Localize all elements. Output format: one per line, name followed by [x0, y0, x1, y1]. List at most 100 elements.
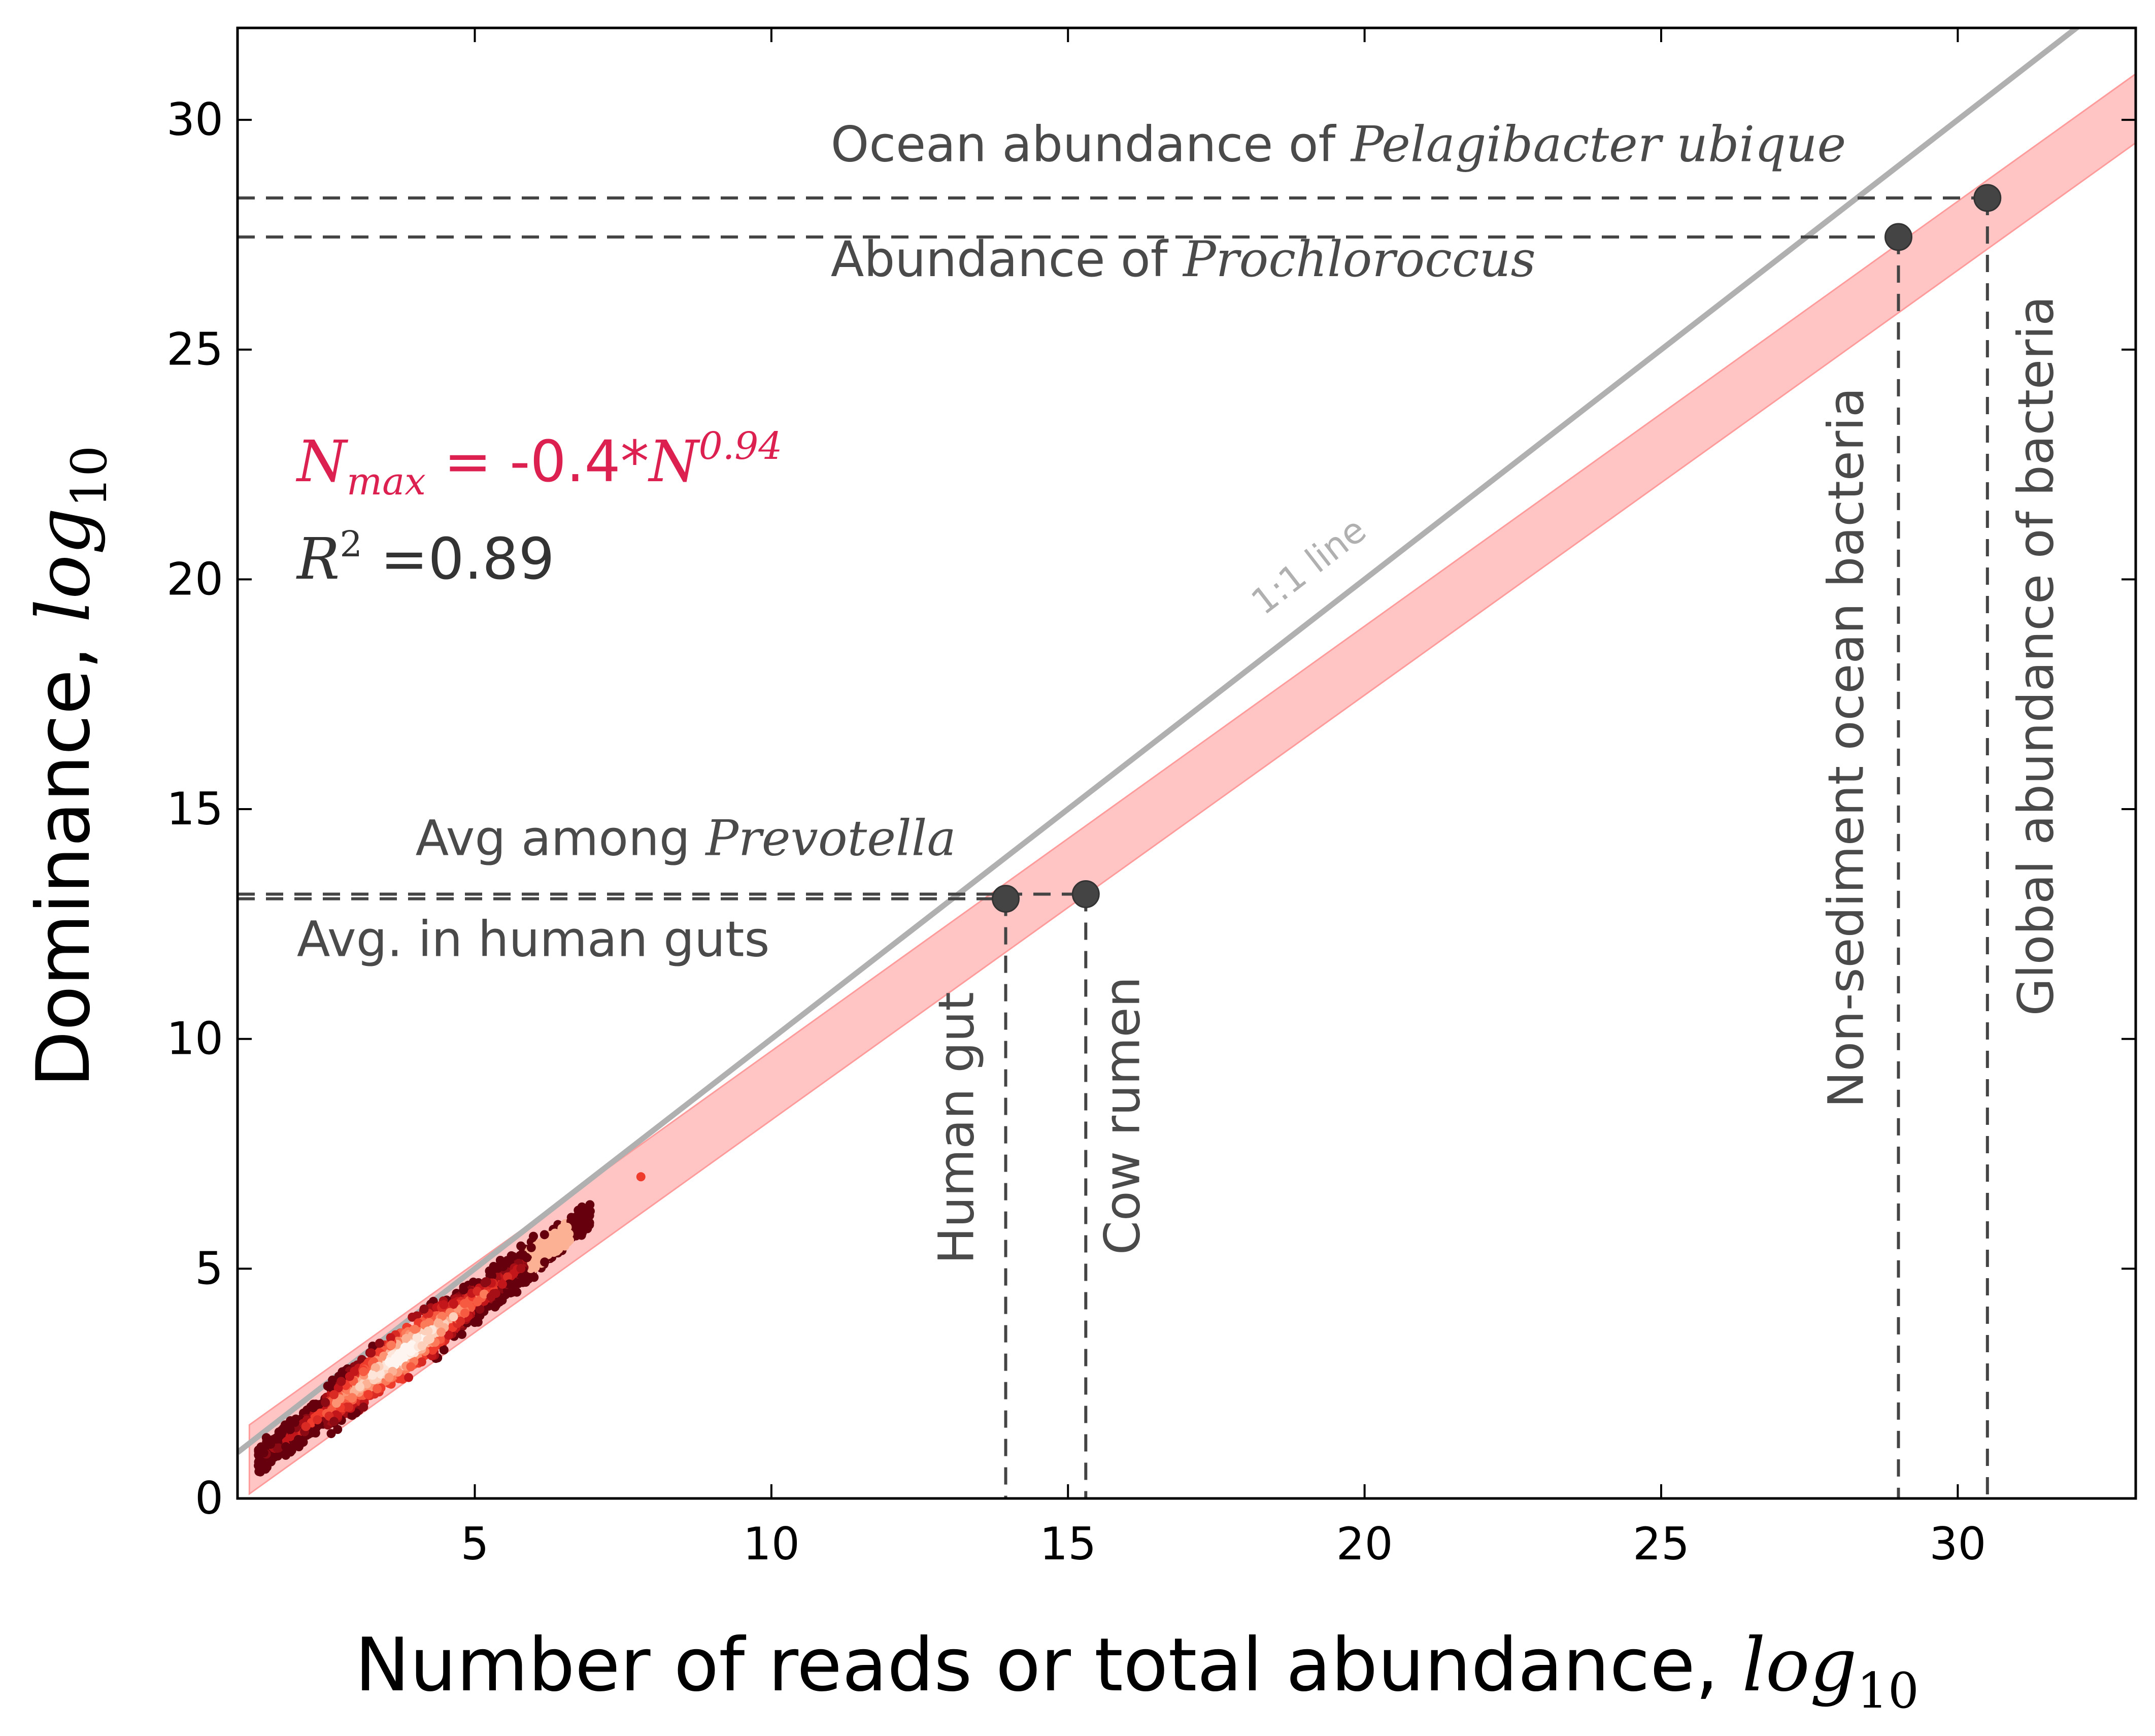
density-point — [309, 1403, 318, 1413]
density-point — [419, 1304, 429, 1314]
density-point — [313, 1415, 322, 1425]
equation-var: N — [295, 429, 349, 495]
density-point — [345, 1372, 354, 1381]
data-points — [992, 184, 2002, 913]
density-point — [363, 1390, 373, 1399]
density-point — [504, 1279, 514, 1289]
density-point — [387, 1340, 396, 1350]
density-point — [473, 1286, 482, 1296]
density-point — [575, 1218, 585, 1227]
equation-sub: max — [347, 460, 426, 504]
density-cloud — [254, 1172, 646, 1477]
density-point — [279, 1423, 288, 1433]
y-axis-label-text: Dominance, — [21, 622, 107, 1087]
r2-var: R — [296, 526, 340, 592]
density-point — [326, 1429, 336, 1439]
y-tick-label: 5 — [195, 1242, 223, 1294]
density-point — [255, 1467, 265, 1477]
density-point — [391, 1357, 400, 1366]
x-axis-label-sub: 10 — [1857, 1662, 1919, 1719]
density-point — [329, 1390, 339, 1399]
x-tick-label: 20 — [1336, 1518, 1393, 1570]
reference-annotation: Ocean abundance of Pelagibacter ubique — [831, 116, 1846, 173]
plot-frame — [236, 26, 2137, 1500]
density-point — [583, 1220, 593, 1229]
density-point — [492, 1300, 501, 1310]
density-point — [585, 1200, 595, 1210]
data-point — [1071, 880, 1100, 909]
y-tick-label: 25 — [166, 323, 223, 376]
reference-annotation: Avg. in human guts — [297, 911, 770, 968]
density-point — [503, 1272, 513, 1282]
fit-equation: Nmax = -0.4*N0.94 — [295, 424, 782, 504]
density-point — [355, 1382, 364, 1391]
density-point — [327, 1383, 336, 1392]
density-point — [362, 1379, 372, 1389]
density-point — [522, 1253, 532, 1262]
density-point — [329, 1417, 339, 1426]
reference-annotation-text: Avg. in human guts — [297, 911, 770, 968]
density-point — [386, 1333, 395, 1343]
r-squared: R2 =0.89 — [296, 523, 555, 592]
density-point — [540, 1230, 549, 1240]
x-axis-label-text: Number of reads or total abundance, — [355, 1622, 1742, 1708]
one-to-one-line — [238, 28, 2081, 1455]
equation-body: = -0.4* — [426, 429, 649, 495]
reference-annotation-text: Abundance of — [831, 231, 1183, 288]
density-point — [486, 1292, 496, 1301]
vertical-annotation: Non-sediment ocean bacteria — [1817, 387, 1874, 1108]
density-point — [384, 1373, 394, 1382]
density-point — [428, 1345, 437, 1355]
density-point — [444, 1330, 453, 1340]
density-point — [516, 1264, 526, 1274]
density-point — [487, 1271, 497, 1281]
density-point — [336, 1377, 346, 1386]
density-point — [373, 1384, 382, 1394]
density-point — [281, 1442, 291, 1452]
density-point — [406, 1362, 416, 1372]
density-point — [308, 1428, 317, 1438]
density-point — [457, 1329, 467, 1339]
density-point — [449, 1312, 458, 1322]
reference-annotation-italic: Pelagibacter ubique — [1350, 116, 1846, 173]
reference-annotation: Avg among Prevotella — [416, 810, 956, 867]
density-point — [301, 1422, 311, 1431]
density-point — [328, 1376, 338, 1386]
density-point — [344, 1403, 354, 1412]
density-point — [273, 1444, 282, 1453]
density-point — [401, 1333, 411, 1343]
reference-annotation-text: Avg among — [416, 810, 706, 867]
density-point — [460, 1299, 469, 1309]
vertical-annotation: Cow rumen — [1094, 977, 1151, 1255]
density-point — [551, 1229, 560, 1239]
reference-lines — [238, 196, 1989, 1498]
density-point — [359, 1403, 368, 1412]
density-point — [331, 1398, 341, 1408]
density-point — [259, 1448, 268, 1458]
density-point — [347, 1393, 357, 1403]
density-point — [412, 1311, 422, 1321]
density-point — [290, 1418, 299, 1427]
density-point — [541, 1243, 550, 1253]
y-axis-ticks: 0 5 10 15 20 25 30 — [166, 93, 2136, 1524]
density-point — [347, 1411, 357, 1420]
density-point — [366, 1348, 376, 1358]
density-point — [269, 1452, 279, 1462]
equation-exponent: 0.94 — [699, 424, 783, 468]
density-point — [506, 1288, 516, 1297]
density-point — [275, 1431, 285, 1441]
y-axis-label-math: log — [21, 508, 107, 623]
density-point — [397, 1374, 407, 1384]
x-axis-ticks: 5 10 15 20 25 30 — [461, 28, 1986, 1570]
density-point — [437, 1312, 447, 1321]
density-point — [526, 1243, 536, 1252]
density-point — [636, 1172, 646, 1182]
density-point — [460, 1308, 469, 1318]
x-axis-label: Number of reads or total abundance, log1… — [355, 1622, 1919, 1719]
data-point — [992, 885, 1020, 913]
density-point — [439, 1345, 449, 1355]
one-to-one-label: 1:1 line — [1243, 509, 1374, 623]
density-point — [584, 1211, 593, 1220]
density-point — [439, 1300, 449, 1310]
density-point — [529, 1231, 538, 1241]
